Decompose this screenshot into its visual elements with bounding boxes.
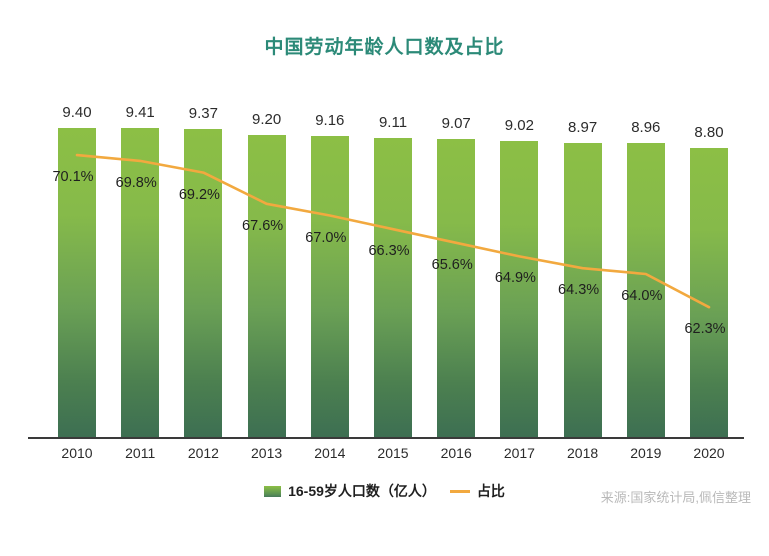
legend-item-share[interactable]: 占比 (449, 481, 505, 501)
share-value-label-2020: 62.3% (684, 321, 726, 338)
share-value-label-2015: 66.3% (368, 243, 410, 260)
bar-2017[interactable] (500, 140, 539, 437)
bar-value-label-2019: 8.96 (631, 118, 661, 136)
bar-series-layer (58, 128, 728, 437)
bar-value-label-2020: 8.80 (694, 124, 724, 142)
bar-2020[interactable] (690, 148, 728, 437)
legend-bar-swatch-icon (264, 485, 282, 497)
x-tick-2014: 2014 (314, 445, 346, 461)
x-axis-line (28, 437, 744, 439)
bar-2012[interactable] (184, 129, 223, 437)
share-value-label-2010: 70.1% (52, 169, 94, 186)
bar-2016[interactable] (437, 139, 476, 437)
x-tick-2015: 2015 (377, 445, 409, 461)
legend-label-share: 占比 (476, 483, 505, 499)
bar-2013[interactable] (247, 134, 286, 437)
x-tick-2019: 2019 (630, 445, 662, 461)
bar-value-label-2018: 8.97 (567, 118, 598, 136)
x-tick-2010: 2010 (61, 445, 93, 461)
bar-value-label-2012: 9.37 (188, 105, 218, 123)
share-value-label-2017: 64.9% (494, 270, 536, 287)
bar-value-label-2016: 9.07 (441, 115, 471, 133)
chart-legend: 16-59岁人口数（亿人） 占比 (0, 481, 769, 501)
bar-value-label-2011: 9.41 (125, 104, 155, 122)
x-tick-2017: 2017 (503, 445, 535, 461)
share-value-label-2016: 65.6% (431, 256, 473, 273)
bar-value-label-2013: 9.20 (251, 110, 282, 128)
bar-2015[interactable] (374, 137, 412, 437)
plot-area: 9.40 70.1% 9.41 69.8% 9.37 69.2% 9.20 67.6% 9.16… (28, 104, 744, 461)
source-note: 来源:国家统计局,佩信整理 (600, 490, 751, 505)
legend-line-swatch-icon (449, 489, 470, 493)
share-value-label-2012: 69.2% (178, 186, 220, 203)
share-value-label-2011: 69.8% (115, 174, 157, 191)
share-value-label-2019: 64.0% (621, 288, 663, 304)
bar-value-label-2015: 9.11 (378, 113, 408, 131)
chart-title: 中国劳动年龄人口数及占比 (264, 37, 505, 58)
legend-label-population: 16-59岁人口数（亿人） (288, 483, 436, 499)
x-tick-2013: 2013 (251, 445, 283, 461)
x-tick-2020: 2020 (693, 445, 725, 461)
share-value-label-2014: 67.0% (305, 229, 347, 246)
x-tick-2016: 2016 (440, 445, 472, 461)
x-tick-2018: 2018 (567, 445, 599, 461)
legend-item-population[interactable]: 16-59岁人口数（亿人） (264, 481, 436, 501)
x-tick-2011: 2011 (125, 445, 156, 461)
share-value-label-2013: 67.6% (242, 217, 284, 234)
bar-value-label-2017: 9.02 (504, 116, 534, 134)
share-value-label-2018: 64.3% (558, 282, 600, 299)
bar-value-label-2010: 9.40 (62, 104, 92, 122)
bar-value-label-2014: 9.16 (315, 112, 345, 130)
bar-2014[interactable] (310, 136, 349, 437)
x-tick-2012: 2012 (187, 445, 219, 461)
